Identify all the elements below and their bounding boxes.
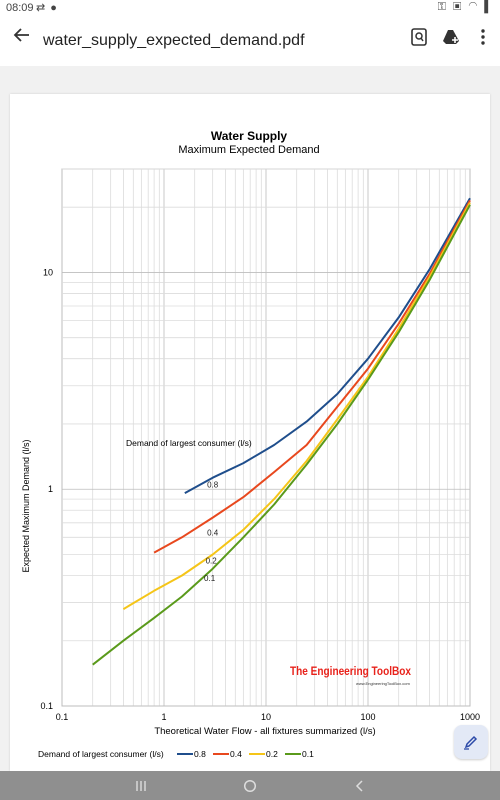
no-sim-icon: ▣ xyxy=(453,1,464,13)
logo-brand: The Engineering ToolBox xyxy=(290,664,411,678)
legend-title: Demand of largest consumer (l/s) xyxy=(38,749,164,759)
app-bar: water_supply_expected_demand.pdf xyxy=(0,18,500,66)
back-arrow-icon[interactable] xyxy=(10,26,34,50)
document-title: water_supply_expected_demand.pdf xyxy=(43,32,305,49)
x-tick-label: 1 xyxy=(161,712,166,722)
series-line-0.2 xyxy=(122,202,471,610)
series-label-0.8: 0.8 xyxy=(207,481,219,490)
x-tick-label: 10 xyxy=(261,712,271,722)
search-document-icon[interactable] xyxy=(408,26,430,48)
chart-subtitle: Maximum Expected Demand xyxy=(178,144,319,156)
more-vert-icon[interactable] xyxy=(472,26,494,48)
back-nav-icon[interactable] xyxy=(349,777,369,795)
status-icons-right: ⚿ ▣ ◠ ▌ xyxy=(438,1,494,14)
chart-legend: Demand of largest consumer (l/s) 0.8 0.4 0… xyxy=(38,749,314,759)
chart-labels: 0.8 0.4 0.2 0.1 xyxy=(204,481,219,583)
navigation-bar xyxy=(0,771,500,800)
pen-icon xyxy=(464,735,478,750)
logo-url: www.EngineeringToolBox.com xyxy=(356,681,410,686)
status-icons-left: ⇄ ● xyxy=(36,1,58,14)
chart-grid: 0.1 1 10 100 1000 0.1 1 10 xyxy=(40,168,480,722)
series-label-0.4: 0.4 xyxy=(207,529,219,538)
chart-series xyxy=(92,197,471,666)
legend-label-0.1: 0.1 xyxy=(302,749,314,759)
home-icon[interactable] xyxy=(240,777,260,795)
pdf-page: Water Supply Maximum Expected Demand 0.1… xyxy=(10,94,490,771)
y-axis-label: Expected Maximum Demand (l/s) xyxy=(21,439,31,572)
legend-label-0.8: 0.8 xyxy=(194,749,206,759)
chart-title: Water Supply xyxy=(211,129,288,143)
app-actions xyxy=(408,26,494,48)
status-bar: 08:09 ⇄ ● ⚿ ▣ ◠ ▌ xyxy=(0,0,500,18)
x-axis-label: Theoretical Water Flow - all fixtures su… xyxy=(154,726,375,737)
y-tick-label: 1 xyxy=(48,484,53,494)
drive-add-icon[interactable] xyxy=(440,26,462,48)
x-tick-label: 0.1 xyxy=(56,712,69,722)
document-viewport[interactable]: Water Supply Maximum Expected Demand 0.1… xyxy=(0,66,500,771)
y-tick-label: 10 xyxy=(43,267,53,277)
x-tick-label: 100 xyxy=(360,712,375,722)
x-tick-label: 1000 xyxy=(460,712,480,722)
legend-label-0.4: 0.4 xyxy=(230,749,242,759)
sync-icon: ⇄ xyxy=(36,2,47,14)
series-label-0.1: 0.1 xyxy=(204,574,216,583)
status-time: 08:09 xyxy=(6,2,34,14)
battery-icon: ▌ xyxy=(484,1,494,13)
series-label-0.2: 0.2 xyxy=(206,556,218,565)
series-line-0.4 xyxy=(153,199,471,554)
recent-apps-icon[interactable] xyxy=(131,777,151,795)
chart-annotation: Demand of largest consumer (l/s) xyxy=(126,438,252,448)
series-line-0.8 xyxy=(184,197,471,494)
legend-label-0.2: 0.2 xyxy=(266,749,278,759)
y-tick-label: 0.1 xyxy=(40,701,53,711)
series-line-0.1 xyxy=(92,204,471,666)
vpn-key-icon: ⚿ xyxy=(437,1,448,13)
wifi-icon: ◠ xyxy=(468,1,480,13)
chart: Water Supply Maximum Expected Demand 0.1… xyxy=(21,129,480,759)
whatsapp-icon: ● xyxy=(50,2,58,14)
edit-fab-button[interactable] xyxy=(454,725,488,759)
